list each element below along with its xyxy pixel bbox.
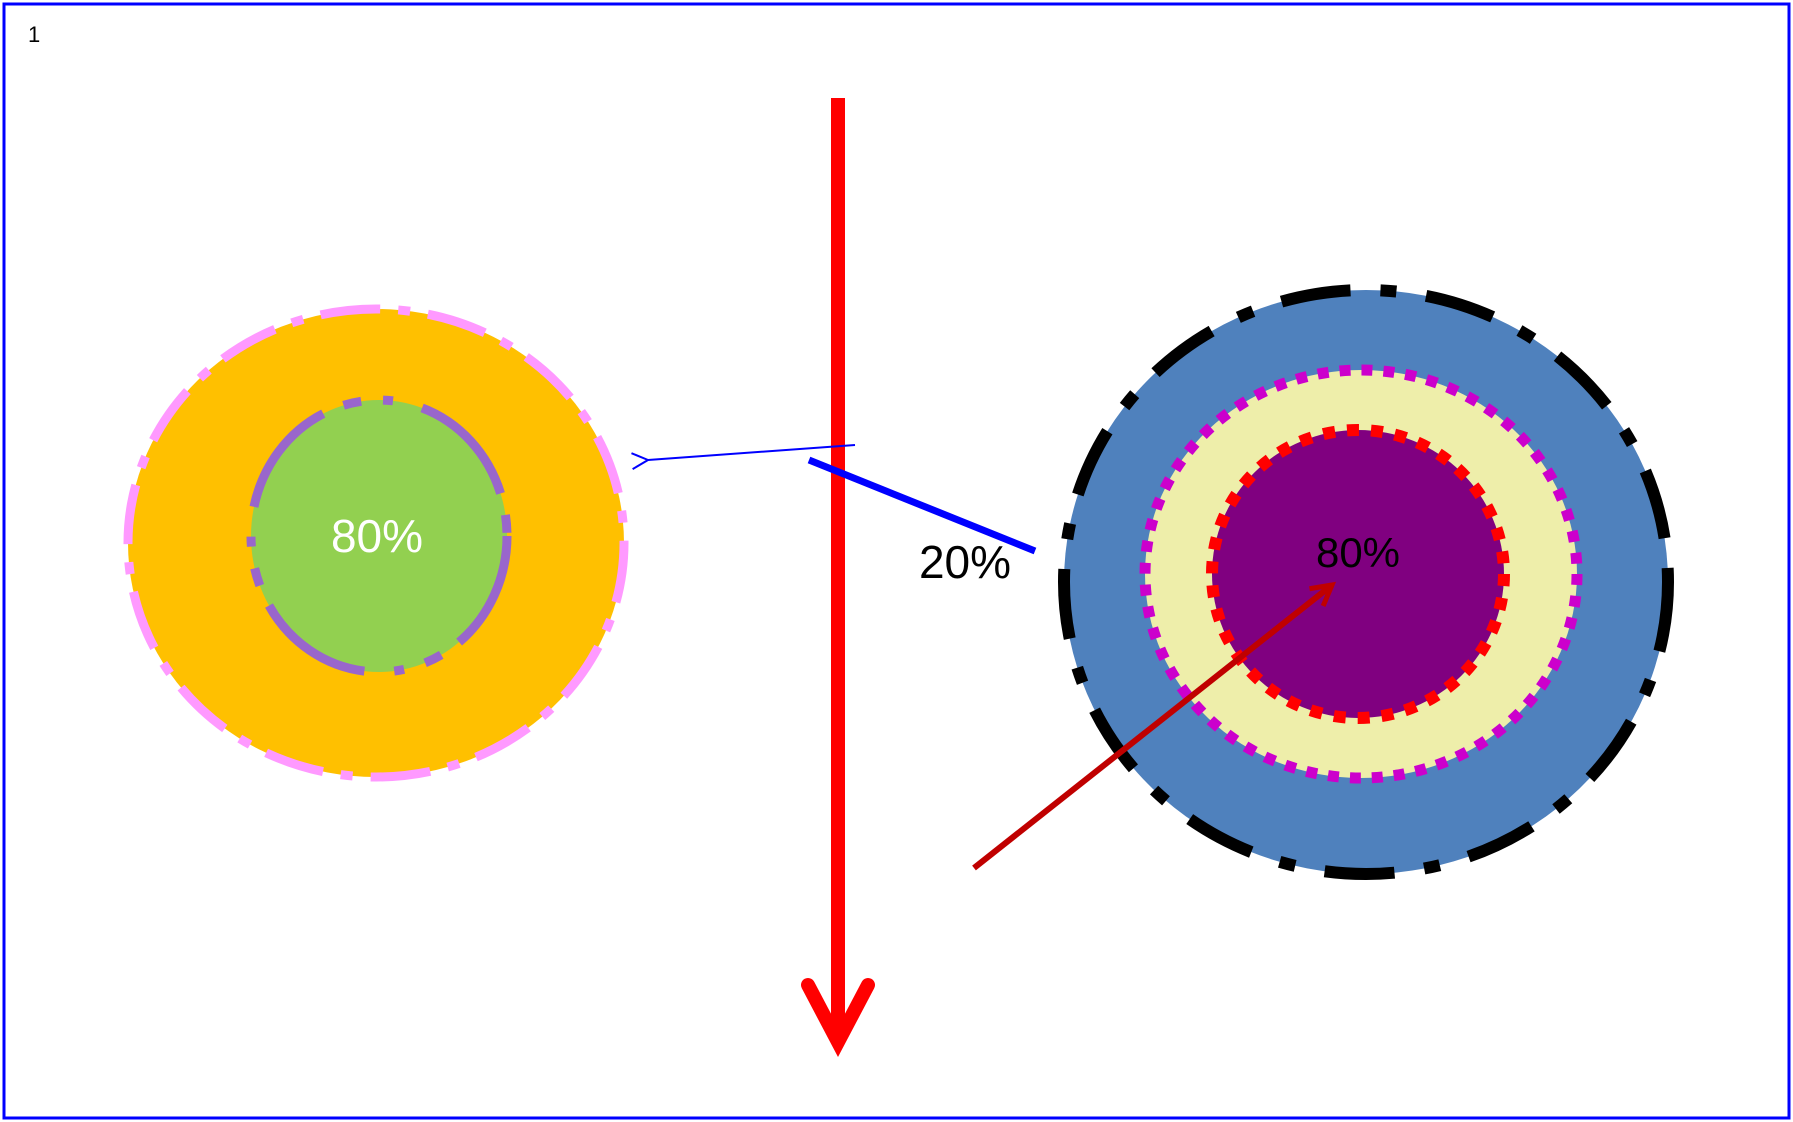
right-inner-circle xyxy=(1206,424,1510,724)
diagonal-arrow xyxy=(972,581,1337,871)
thin-pointer-arrow xyxy=(648,444,856,460)
slide-number: 1 xyxy=(28,22,41,47)
right-center-label: 80% xyxy=(1316,529,1400,576)
left-inner-circle xyxy=(246,395,512,677)
blue-diagonal-line xyxy=(807,456,1037,555)
left-center-label: 80% xyxy=(331,510,423,562)
vertical-arrow-head xyxy=(801,978,875,1058)
middle-label: 20% xyxy=(919,536,1011,588)
